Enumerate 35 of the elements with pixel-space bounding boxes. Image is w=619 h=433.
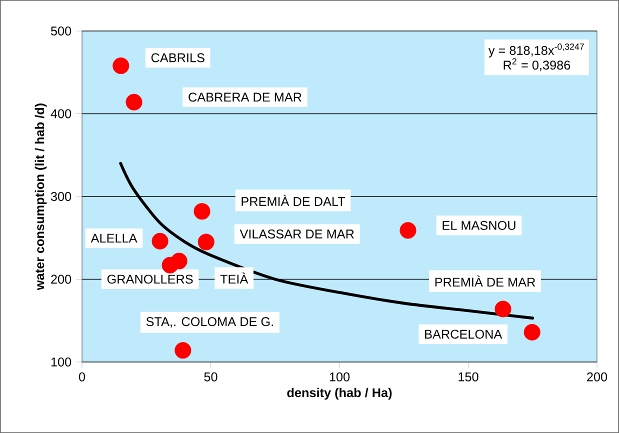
x-tick-label: 150: [458, 372, 478, 382]
y-tick-label: 100: [51, 358, 72, 366]
annotation: y = 818,18x$^{-0,3247}$: [488, 44, 584, 58]
point: [494, 300, 512, 318]
point: [524, 324, 540, 340]
point: [170, 252, 188, 270]
annotation: PREMIÀ DE DALT: [242, 194, 346, 206]
annotation: R$^{2}$ = 0,3986: [504, 58, 570, 72]
y-tick-label: 300: [50, 192, 72, 201]
annotation: EL MASNOU: [442, 220, 516, 230]
x-tick-label: 0: [78, 372, 86, 382]
x-axis-title: density (hab / Ha): [287, 388, 392, 400]
y-tick-label: 400: [50, 109, 72, 118]
annotation: TEIÀ: [220, 272, 248, 284]
y-axis-title: water consumption (lit / hab /d): [34, 104, 47, 290]
x-tick-label: 100: [330, 372, 350, 382]
y-tick-label: 500: [50, 26, 72, 36]
annotation: VILASSAR DE MAR: [240, 230, 354, 238]
annotation: ALELLA: [90, 234, 138, 243]
point: [152, 232, 168, 250]
annotation: CABRERA DE MAR: [188, 92, 302, 102]
annotation: BARCELONA: [425, 330, 502, 339]
annotation: GRANOLLERS: [107, 274, 193, 284]
point: [194, 203, 210, 220]
point: [400, 222, 416, 239]
annotation: STA,. COLOMA DE G.: [146, 317, 273, 328]
point: [112, 57, 130, 74]
point: [126, 94, 142, 110]
x-tick-label: 50: [204, 372, 218, 382]
point: [174, 342, 192, 359]
x-tick-label: 200: [587, 372, 608, 382]
annotation: PREMIÀ DE MAR: [435, 276, 536, 287]
y-tick-label: 200: [51, 274, 72, 284]
point: [198, 234, 214, 250]
annotation: CABRILS: [151, 53, 204, 62]
